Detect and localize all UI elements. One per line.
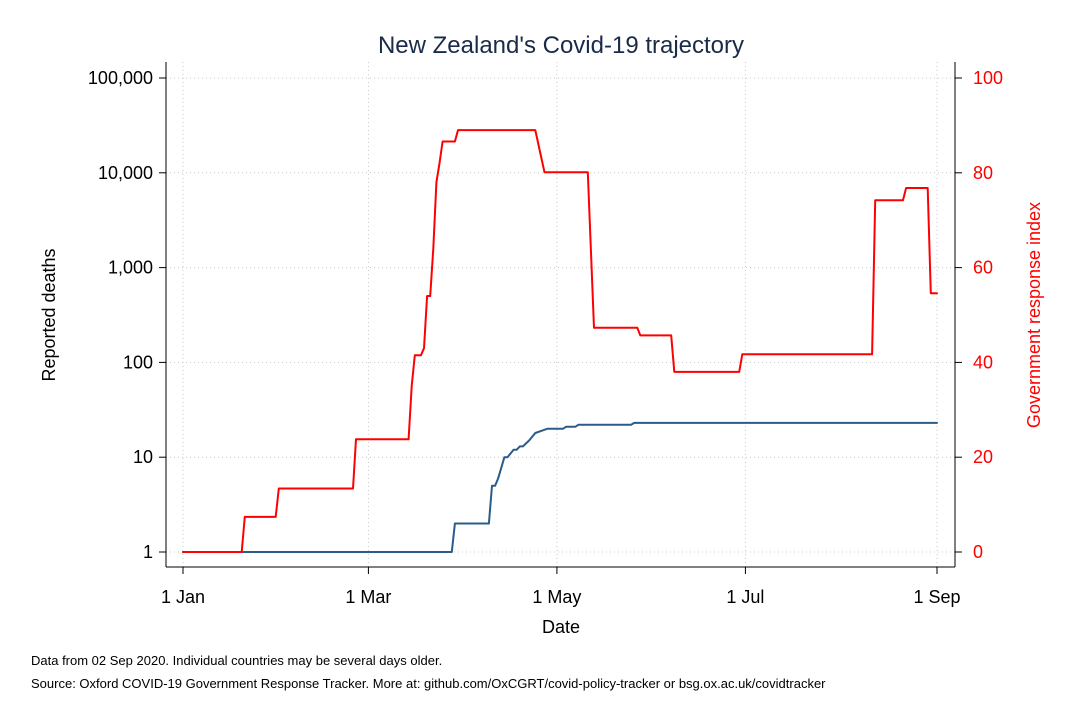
y-right-tick-label: 100	[973, 68, 1003, 88]
x-axis-title: Date	[542, 617, 580, 637]
response-index-series-line	[182, 129, 938, 553]
y-left-tick-label: 1	[143, 542, 153, 562]
source-note: Source: Oxford COVID-19 Government Respo…	[31, 676, 826, 691]
axes	[159, 62, 962, 574]
tick-labels: 1 Jan 1 Mar 1 May 1 Jul 1 Sep 1 10 100 1,000 10,0…	[88, 68, 1003, 607]
y-left-tick-label: 10	[133, 447, 153, 467]
data-date-note: Data from 02 Sep 2020. Individual countr…	[31, 653, 443, 668]
y-right-tick-label: 60	[973, 258, 993, 278]
x-tick-label: 1 Jan	[161, 587, 205, 607]
grid	[166, 62, 955, 567]
chart-title: New Zealand's Covid-19 trajectory	[378, 32, 744, 59]
y-right-tick-label: 20	[973, 447, 993, 467]
x-tick-label: 1 Jul	[726, 587, 764, 607]
x-tick-label: 1 Sep	[913, 587, 960, 607]
y-left-tick-label: 100,000	[88, 68, 153, 88]
y-left-tick-label: 10,000	[98, 163, 153, 183]
x-tick-label: 1 May	[532, 587, 581, 607]
deaths-series-line	[182, 421, 938, 553]
y-left-tick-label: 1,000	[108, 258, 153, 278]
y-right-tick-label: 40	[973, 352, 993, 372]
series-group	[182, 129, 938, 553]
y-axis-right-title: Government response index	[1024, 202, 1044, 428]
y-right-tick-label: 80	[973, 163, 993, 183]
x-tick-label: 1 Mar	[345, 587, 391, 607]
y-axis-left-title: Reported deaths	[39, 248, 59, 381]
y-right-tick-label: 0	[973, 542, 983, 562]
y-left-tick-label: 100	[123, 352, 153, 372]
